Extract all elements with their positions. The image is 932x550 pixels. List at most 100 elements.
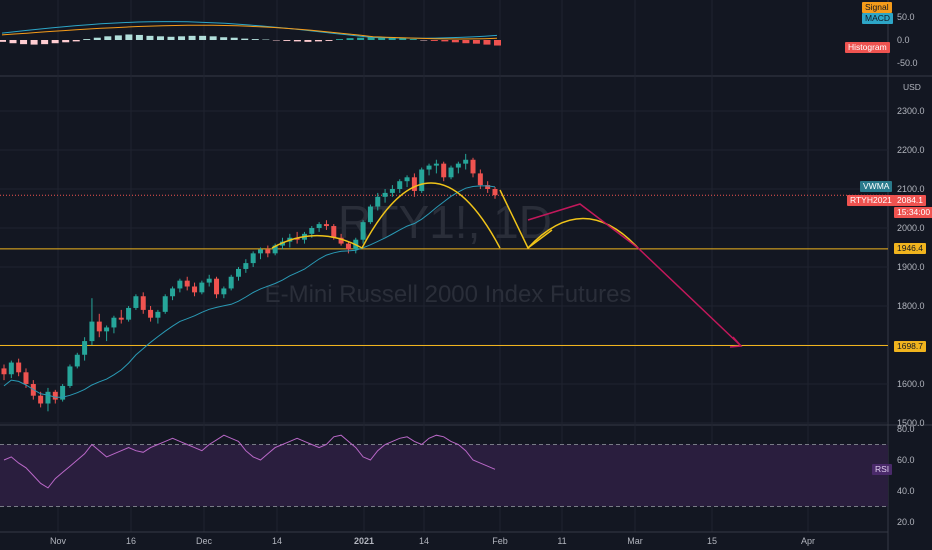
time-tick-label: 14	[419, 536, 429, 546]
histogram-bar	[494, 40, 501, 46]
rsi-tick-label: 60.0	[897, 455, 915, 465]
candle-body	[111, 317, 117, 328]
candle	[206, 274, 212, 287]
candle-body	[345, 243, 351, 250]
rsi-band	[0, 444, 888, 507]
candle-body	[96, 321, 102, 332]
candle-body	[448, 167, 454, 178]
histogram-bar	[114, 35, 122, 40]
candle-body	[492, 189, 498, 196]
histogram-bar	[483, 40, 491, 45]
candle	[111, 315, 117, 334]
macd-legend: MACD	[862, 13, 894, 24]
candle-body	[126, 307, 132, 320]
candle	[177, 278, 183, 293]
candle-body	[338, 237, 344, 244]
candle-body	[419, 169, 425, 191]
histogram-bar	[135, 34, 143, 40]
candle-body	[67, 366, 73, 386]
histogram-bar	[430, 40, 438, 41]
histogram-bar	[336, 39, 344, 40]
candle-body	[133, 296, 139, 308]
pattern-arc	[361, 182, 501, 249]
signal-legend: Signal	[862, 2, 892, 13]
time-tick-label: 11	[557, 536, 566, 546]
histogram-bar	[104, 36, 112, 40]
price-tick-label: 1500.0	[897, 418, 925, 428]
histogram-bar	[220, 37, 228, 40]
histogram-bar	[199, 35, 207, 40]
candle	[52, 389, 58, 404]
histogram-bar	[30, 40, 38, 45]
candle	[323, 220, 329, 230]
time-tick-label: 15	[707, 536, 717, 546]
candle	[463, 153, 469, 170]
last-price-label: 2084.1	[894, 195, 926, 206]
candle	[118, 309, 124, 324]
candle-body	[375, 196, 381, 207]
histogram-bar	[283, 40, 291, 41]
candle-body	[470, 159, 476, 174]
histogram-bar	[462, 40, 470, 44]
candle-body	[433, 163, 439, 166]
candle	[367, 204, 373, 225]
histogram-bar	[304, 40, 312, 42]
histogram-bar	[409, 39, 417, 40]
macd-tick-label: -50.0	[897, 58, 918, 68]
candle-body	[192, 286, 198, 293]
candle-body	[140, 296, 146, 310]
price-tick-label: 2100.0	[897, 184, 925, 194]
candle-body	[16, 362, 22, 373]
candle	[441, 161, 447, 182]
rsi-tick-label: 40.0	[897, 486, 915, 496]
candle	[411, 173, 417, 197]
candle-body	[199, 282, 205, 293]
candle	[375, 192, 381, 211]
projection-path	[527, 203, 741, 346]
histogram-bar	[251, 39, 259, 40]
histogram-bar	[9, 40, 17, 44]
candle	[82, 337, 88, 361]
histogram-bar	[346, 38, 354, 40]
candle	[404, 175, 410, 188]
histogram-bar	[399, 38, 407, 40]
candle-body	[8, 362, 14, 375]
candle	[397, 179, 403, 193]
candle	[8, 360, 14, 379]
histogram-bar	[314, 40, 322, 42]
histogram-bar	[472, 40, 480, 44]
histogram-bar	[293, 40, 301, 42]
histogram-bar	[72, 40, 80, 42]
candle-body	[52, 391, 58, 400]
time-tick-label: Dec	[196, 536, 213, 546]
histogram-bar	[241, 38, 249, 40]
candle	[155, 309, 161, 324]
candle-body	[309, 228, 315, 234]
histogram-bar	[41, 40, 49, 45]
candle	[426, 163, 432, 176]
histogram-bar	[451, 40, 459, 43]
description-watermark: E-Mini Russell 2000 Index Futures	[265, 281, 632, 308]
rsi-tick-label: 80.0	[897, 424, 915, 434]
histogram-bar	[62, 40, 70, 43]
time-tick-label: 14	[272, 536, 282, 546]
candle-body	[404, 177, 410, 182]
candle	[470, 157, 476, 178]
candle-body	[155, 311, 161, 318]
vwma-label: VWMA	[860, 181, 893, 192]
candle-body	[463, 159, 469, 164]
candle-body	[397, 181, 403, 189]
candle-body	[441, 163, 447, 178]
rsi-tick-label: 20.0	[897, 517, 915, 527]
pattern-arc	[527, 217, 639, 249]
candle-body	[236, 268, 242, 277]
candle-body	[60, 385, 66, 400]
candle	[265, 245, 271, 258]
candle-body	[118, 317, 124, 320]
time-tick-label: Nov	[50, 536, 67, 546]
price-tick-label: 2000.0	[897, 223, 925, 233]
candle	[192, 282, 198, 297]
candle	[492, 187, 498, 199]
candle	[67, 364, 73, 388]
